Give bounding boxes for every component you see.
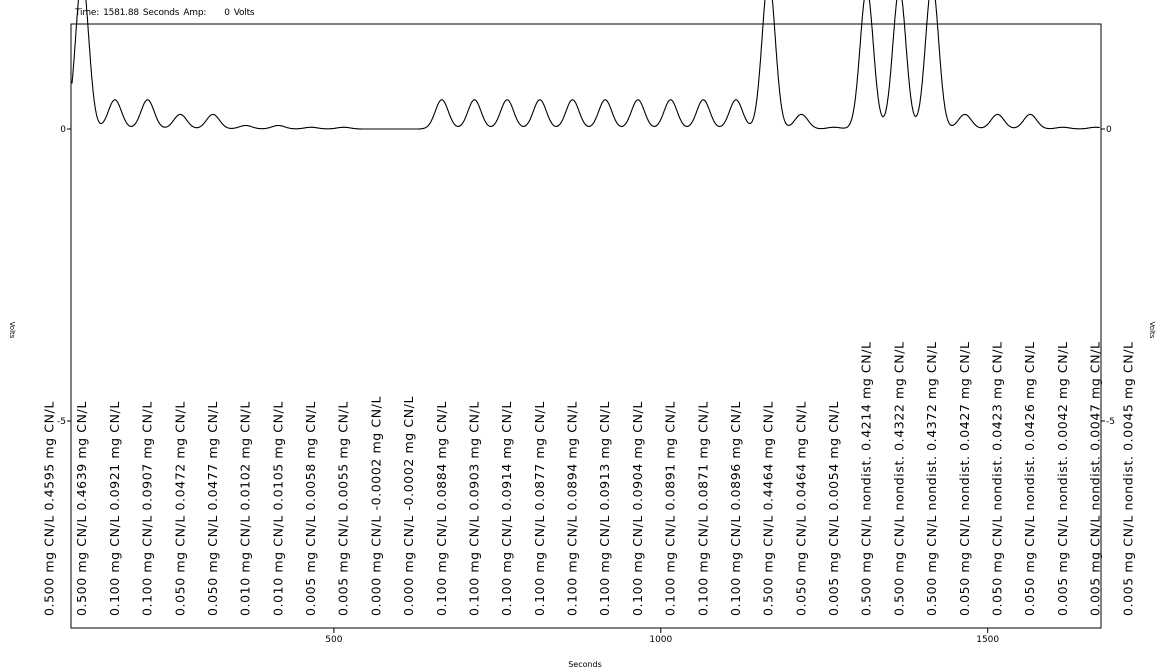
- peak-label: 0.005 mg CN/L nondist. 0.0042 mg CN/L: [1055, 341, 1070, 616]
- y-tick-label: -5: [57, 417, 66, 427]
- peak-label: 0.005 mg CN/L 0.0055 mg CN/L: [336, 401, 351, 616]
- peak-label: 0.050 mg CN/L nondist. 0.0426 mg CN/L: [1022, 341, 1037, 616]
- peak-label: 0.100 mg CN/L 0.0921 mg CN/L: [107, 401, 122, 616]
- peak-label: 0.500 mg CN/L nondist. 0.4214 mg CN/L: [859, 341, 874, 616]
- time-value: 1581.88: [103, 8, 139, 18]
- right-y-tick-label: 0: [1106, 125, 1112, 135]
- peak-label: 0.050 mg CN/L 0.0464 mg CN/L: [793, 401, 808, 616]
- y-axis-label-left: Volts: [8, 322, 16, 339]
- x-tick-label: 1000: [649, 635, 672, 645]
- peak-label: 0.100 mg CN/L 0.0894 mg CN/L: [565, 401, 580, 616]
- amp-unit: Volts: [233, 8, 255, 18]
- y-axis-label-right: Volts: [1148, 322, 1156, 339]
- peak-label: 0.005 mg CN/L nondist. 0.0045 mg CN/L: [1120, 341, 1135, 616]
- peak-label: 0.500 mg CN/L nondist. 0.4322 mg CN/L: [891, 341, 906, 616]
- x-tick-label: 500: [325, 635, 342, 645]
- right-y-tick-label: -5: [1106, 417, 1115, 427]
- peak-label: 0.500 mg CN/L 0.4464 mg CN/L: [761, 401, 776, 616]
- peak-label: 0.100 mg CN/L 0.0896 mg CN/L: [728, 401, 743, 616]
- peak-label: 0.005 mg CN/L 0.0054 mg CN/L: [826, 401, 841, 616]
- peak-label: 0.100 mg CN/L 0.0891 mg CN/L: [663, 401, 678, 616]
- y-tick-label: 0: [60, 125, 66, 135]
- peak-label: 0.100 mg CN/L 0.0871 mg CN/L: [695, 401, 710, 616]
- plot-frame: [70, 23, 1102, 629]
- peak-label: 0.100 mg CN/L 0.0904 mg CN/L: [630, 401, 645, 616]
- peak-label: 0.100 mg CN/L 0.0913 mg CN/L: [597, 401, 612, 616]
- time-unit: Seconds: [142, 8, 180, 18]
- peak-label: 0.010 mg CN/L 0.0102 mg CN/L: [238, 401, 253, 616]
- peak-label: 0.100 mg CN/L 0.0877 mg CN/L: [532, 401, 547, 616]
- peak-label: 0.010 mg CN/L 0.0105 mg CN/L: [270, 401, 285, 616]
- signal-trace: [71, 0, 1100, 130]
- peak-label: 0.050 mg CN/L nondist. 0.0427 mg CN/L: [957, 341, 972, 616]
- amp-label: Amp:: [183, 8, 207, 18]
- peak-label: 0.500 mg CN/L nondist. 0.4372 mg CN/L: [924, 341, 939, 616]
- peak-label: 0.500 mg CN/L 0.4639 mg CN/L: [74, 401, 89, 616]
- peak-label: 0.050 mg CN/L nondist. 0.0423 mg CN/L: [990, 341, 1005, 616]
- peak-label: 0.100 mg CN/L 0.0914 mg CN/L: [499, 401, 514, 616]
- amp-value: 0: [224, 8, 230, 18]
- peak-label: 0.000 mg CN/L -0.0002 mg CN/L: [401, 396, 416, 616]
- peak-label: 0.100 mg CN/L 0.0884 mg CN/L: [434, 401, 449, 616]
- peak-label: 0.050 mg CN/L 0.0472 mg CN/L: [172, 401, 187, 616]
- x-axis-label: Seconds: [568, 660, 602, 669]
- peak-label: 0.000 mg CN/L -0.0002 mg CN/L: [368, 396, 383, 616]
- peak-label: 0.050 mg CN/L 0.0477 mg CN/L: [205, 401, 220, 616]
- peak-label: 0.100 mg CN/L 0.0907 mg CN/L: [140, 401, 155, 616]
- peak-label: 0.005 mg CN/L nondist. 0.0047 mg CN/L: [1088, 341, 1103, 616]
- peak-label: 0.100 mg CN/L 0.0903 mg CN/L: [467, 401, 482, 616]
- peak-label: 0.005 mg CN/L 0.0058 mg CN/L: [303, 401, 318, 616]
- peak-label: 0.500 mg CN/L 0.4595 mg CN/L: [42, 401, 57, 616]
- x-tick-label: 1500: [976, 635, 999, 645]
